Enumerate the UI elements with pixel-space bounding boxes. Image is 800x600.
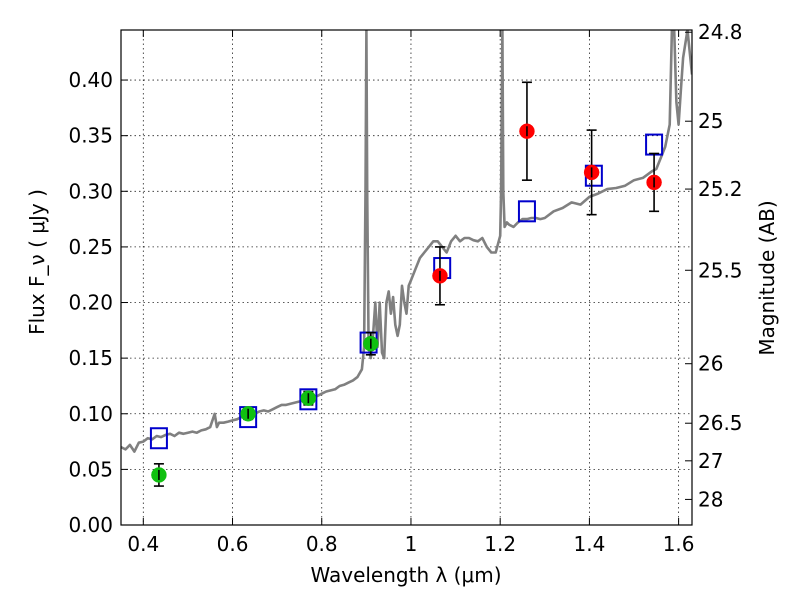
y-tick-label: 0.35 — [68, 124, 113, 148]
x-axis-label: Wavelength λ (μm) — [310, 563, 501, 587]
y-tick-label: 0.10 — [68, 402, 113, 426]
y-tick-label: 0.30 — [68, 179, 113, 203]
y-axis-label: Flux F_ν ( μJy ) — [25, 189, 49, 335]
y-tick-label: 0.25 — [68, 235, 113, 259]
y2-axis-label: Magnitude (AB) — [755, 200, 779, 355]
y-tick-label: 0.40 — [68, 68, 113, 92]
x-tick-label: 1.2 — [484, 532, 516, 556]
y2-tick-label: 26.5 — [698, 411, 743, 435]
y2-tick-label: 26 — [698, 352, 723, 376]
y-tick-label: 0.05 — [68, 457, 113, 481]
y2-tick-label: 27 — [698, 449, 723, 473]
y2-tick-label: 25.2 — [698, 177, 743, 201]
y2-tick-label: 25 — [698, 109, 723, 133]
y2-tick-label: 28 — [698, 487, 723, 511]
x-tick-label: 1 — [405, 532, 418, 556]
x-tick-label: 1.4 — [573, 532, 605, 556]
y2-tick-label: 24.8 — [698, 20, 743, 44]
y2-tick-label: 25.5 — [698, 258, 743, 282]
y-tick-label: 0.20 — [68, 291, 113, 315]
x-tick-label: 1.6 — [663, 532, 695, 556]
x-tick-label: 0.8 — [306, 532, 338, 556]
x-tick-label: 0.4 — [127, 532, 159, 556]
x-tick-label: 0.6 — [217, 532, 249, 556]
sed-chart: 0.4 0.6 0.8 1 1.2 1.4 1.6 0.00 0.05 0.10 0.15 0.20 0… — [0, 0, 800, 600]
y-tick-label: 0.15 — [68, 346, 113, 370]
y-tick-label: 0.00 — [68, 513, 113, 537]
